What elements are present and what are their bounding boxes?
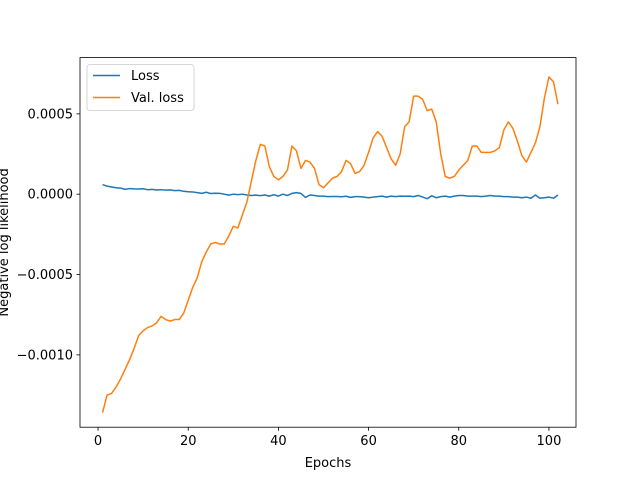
plot-area <box>101 76 559 413</box>
y-axis-ticks: −0.0010 −0.0005 0.0000 0.0005 <box>17 107 80 363</box>
legend: Loss Val. loss <box>86 64 195 111</box>
y-tick-label: −0.0010 <box>17 348 73 363</box>
x-axis-label: Epochs <box>305 456 352 471</box>
x-axis-ticks: 0 20 40 60 80 100 <box>94 427 561 449</box>
plot-frame <box>79 57 577 428</box>
x-tick-label: 0 <box>94 434 102 449</box>
series-line-loss <box>102 183 559 200</box>
x-tick-label: 100 <box>537 434 562 449</box>
legend-label-loss: Loss <box>131 69 160 84</box>
legend-label-val-loss: Val. loss <box>131 91 184 106</box>
y-axis-label: Negative log likelihood <box>0 168 12 316</box>
y-tick-label: −0.0005 <box>17 268 73 283</box>
y-tick-label: 0.0000 <box>28 188 74 203</box>
series-line-val-loss <box>101 76 559 413</box>
x-tick-label: 60 <box>360 434 377 449</box>
x-tick-label: 20 <box>180 434 197 449</box>
x-tick-label: 40 <box>270 434 287 449</box>
y-tick-label: 0.0005 <box>28 107 74 122</box>
x-tick-label: 80 <box>450 434 467 449</box>
